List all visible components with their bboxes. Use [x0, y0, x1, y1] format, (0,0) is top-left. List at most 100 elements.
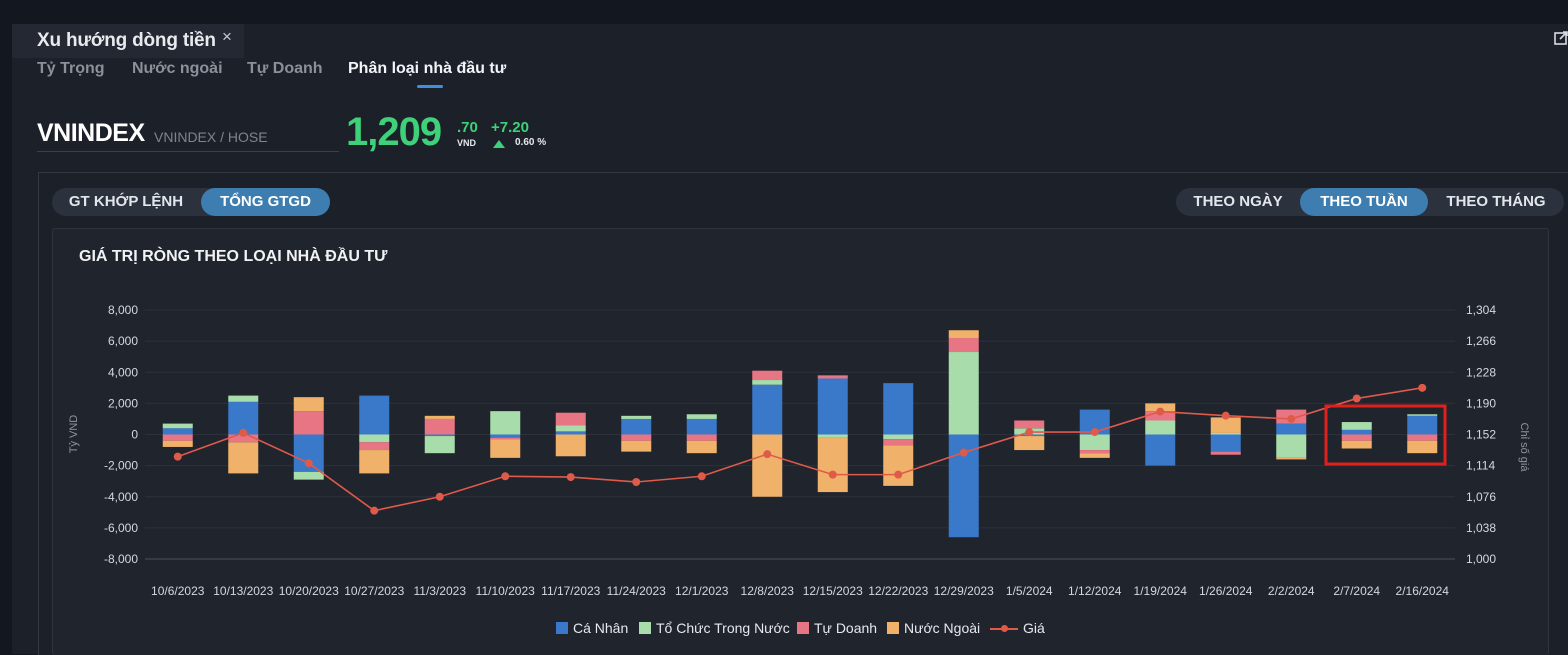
tong-gtgd-button[interactable]: TỔNG GTGD	[201, 188, 330, 216]
bar-segment	[1079, 450, 1110, 454]
y-tick-label: 8,000	[108, 303, 138, 317]
legend-tu-doanh[interactable]: Tự Doanh	[797, 620, 877, 636]
x-tick-label: 10/13/2023	[213, 584, 273, 598]
price-change: +7.20	[491, 119, 529, 136]
tab-ty-trong[interactable]: Tỷ Trọng	[37, 60, 105, 77]
price-main: 1,209	[346, 110, 442, 154]
price-point	[763, 450, 772, 459]
price-point	[894, 470, 903, 479]
y-tick-label: -4,000	[104, 490, 138, 504]
y2-tick-label: 1,266	[1466, 334, 1496, 348]
bar-segment	[1341, 440, 1372, 449]
bar-segment	[817, 378, 848, 435]
bar-segment	[1145, 434, 1176, 466]
bar-segment	[1407, 414, 1438, 416]
bar-segment	[1014, 436, 1045, 451]
bar-segment	[555, 431, 586, 435]
symbol-underline	[37, 151, 339, 152]
period-toggle: THEO NGÀY THEO TUẦN THEO THÁNG	[1176, 188, 1564, 216]
bar-segment	[1079, 453, 1110, 458]
legend-swatch	[797, 622, 809, 634]
y-tick-label: 4,000	[108, 365, 138, 379]
y2-tick-label: 1,076	[1466, 490, 1496, 504]
theo-tuan-button[interactable]: THEO TUẦN	[1300, 188, 1428, 216]
legend-line-marker	[990, 622, 1018, 634]
price-point	[304, 459, 313, 468]
bar-segment	[293, 397, 324, 412]
legend-nuoc-ngoai[interactable]: Nước Ngoài	[887, 620, 980, 636]
price-unit: VND	[457, 138, 477, 148]
price-line	[177, 387, 1423, 512]
x-tick-label: 12/29/2023	[934, 584, 994, 598]
theo-ngay-button[interactable]: THEO NGÀY	[1193, 193, 1283, 210]
up-arrow-icon	[493, 140, 505, 148]
x-tick-label: 2/7/2024	[1333, 584, 1380, 598]
price-point	[435, 492, 444, 501]
bar-segment	[1210, 417, 1241, 433]
price-point	[1156, 407, 1165, 416]
y2-axis-title: Chỉ số giá	[1518, 423, 1530, 473]
top-bar	[0, 0, 1568, 22]
bar-segment	[490, 437, 521, 440]
bar-segment	[490, 411, 521, 435]
window-title: Xu hướng dòng tiền	[37, 30, 216, 51]
price-point	[959, 448, 968, 457]
bar-segment	[1145, 411, 1176, 421]
bar-segment	[555, 425, 586, 432]
gt-khop-lenh-button[interactable]: GT KHỚP LỆNH	[68, 193, 184, 210]
bar-segment	[1407, 415, 1438, 435]
price-point	[173, 452, 182, 461]
x-tick-label: 10/20/2023	[279, 584, 339, 598]
price-point	[1025, 428, 1034, 437]
price-point	[632, 478, 641, 487]
tab-phan-loai-nha-dau-tu[interactable]: Phân loại nhà đầu tư	[348, 60, 507, 77]
price-point	[566, 473, 575, 482]
bar-segment	[1407, 434, 1438, 441]
legend-swatch	[639, 622, 651, 634]
price-point	[1221, 411, 1230, 420]
bar-segment	[817, 375, 848, 379]
y-axis-title: Tỷ VND	[68, 415, 80, 454]
bar-segment	[621, 418, 652, 435]
legend-ca-nhan[interactable]: Cá Nhân	[556, 620, 628, 636]
bar-segment	[1341, 429, 1372, 435]
bar-segment	[1210, 451, 1241, 455]
tab-nuoc-ngoai[interactable]: Nước ngoài	[132, 60, 223, 77]
bar-segment	[686, 418, 717, 435]
y2-tick-label: 1,190	[1466, 396, 1496, 410]
bar-segment	[359, 434, 390, 443]
close-icon[interactable]: ×	[222, 27, 232, 46]
price-point	[1090, 428, 1099, 437]
bar-segment	[359, 395, 390, 435]
bar-segment	[621, 440, 652, 452]
bar-segment	[1145, 403, 1176, 412]
bar-segment	[686, 434, 717, 441]
bar-segment	[424, 415, 455, 419]
bar-segment	[162, 428, 193, 435]
x-tick-label: 11/17/2023	[541, 584, 600, 598]
bar-segment	[621, 415, 652, 419]
price-point	[370, 506, 379, 515]
bar-segment	[883, 445, 914, 486]
legend-to-chuc-trong-nuoc[interactable]: Tổ Chức Trong Nước	[639, 620, 790, 636]
y-tick-label: 0	[131, 428, 138, 442]
y-tick-label: 6,000	[108, 334, 138, 348]
legend-gia[interactable]: Giá	[990, 620, 1045, 636]
legend-label: Giá	[1023, 620, 1045, 636]
bar-segment	[883, 434, 914, 440]
tab-tu-doanh[interactable]: Tự Doanh	[247, 60, 323, 77]
value-type-toggle: GT KHỚP LỆNH TỔNG GTGD	[52, 188, 330, 216]
window-tab[interactable]	[12, 24, 244, 58]
expand-icon[interactable]	[1554, 30, 1568, 46]
legend-swatch	[556, 622, 568, 634]
theo-thang-button[interactable]: THEO THÁNG	[1446, 193, 1546, 210]
bar-segment	[1341, 434, 1372, 441]
legend-label: Cá Nhân	[573, 620, 629, 636]
y-tick-label: -6,000	[104, 521, 138, 535]
bar-segment	[555, 412, 586, 426]
bar-segment	[948, 352, 979, 435]
symbol-code[interactable]: VNINDEX	[37, 119, 145, 147]
x-tick-label: 1/19/2024	[1134, 584, 1188, 598]
x-tick-label: 1/26/2024	[1199, 584, 1253, 598]
x-tick-label: 10/27/2023	[344, 584, 404, 598]
